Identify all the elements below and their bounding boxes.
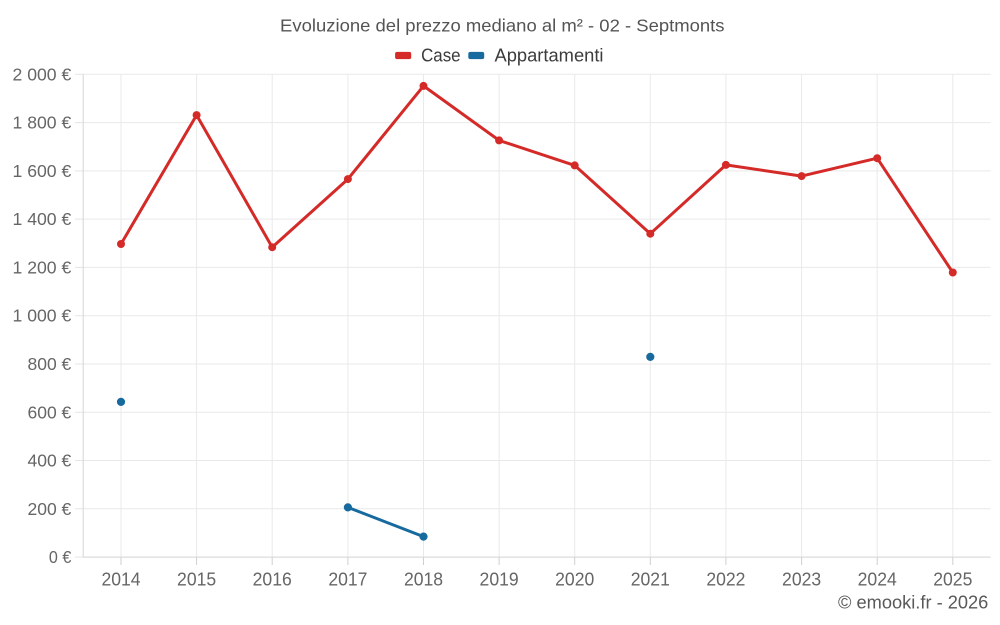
svg-text:1 600 €: 1 600 € (13, 161, 72, 181)
svg-text:2018: 2018 (404, 569, 443, 589)
svg-text:2022: 2022 (706, 569, 745, 589)
svg-text:2020: 2020 (555, 569, 594, 589)
svg-text:1 400 €: 1 400 € (13, 209, 72, 229)
svg-text:2021: 2021 (631, 569, 670, 589)
svg-text:200 €: 200 € (28, 499, 72, 519)
svg-text:0 €: 0 € (49, 547, 72, 567)
svg-text:2023: 2023 (782, 569, 821, 589)
svg-text:1 000 €: 1 000 € (13, 306, 72, 326)
svg-text:© emooki.fr - 2026: © emooki.fr - 2026 (838, 593, 988, 613)
svg-text:2016: 2016 (253, 569, 292, 589)
svg-text:600 €: 600 € (28, 402, 72, 422)
svg-text:2025: 2025 (933, 569, 972, 589)
svg-text:2015: 2015 (177, 569, 216, 589)
svg-text:2017: 2017 (328, 569, 367, 589)
svg-text:Case: Case (421, 45, 461, 65)
svg-text:Appartamenti: Appartamenti (495, 45, 604, 65)
svg-text:Evoluzione del prezzo mediano: Evoluzione del prezzo mediano al m² - 02… (280, 15, 725, 35)
svg-text:1 800 €: 1 800 € (13, 113, 72, 133)
svg-text:2019: 2019 (480, 569, 519, 589)
svg-text:2014: 2014 (101, 569, 140, 589)
svg-text:400 €: 400 € (28, 451, 72, 471)
svg-text:800 €: 800 € (28, 354, 72, 374)
svg-text:1 200 €: 1 200 € (13, 257, 72, 277)
svg-text:2 000 €: 2 000 € (13, 64, 72, 84)
svg-text:2024: 2024 (858, 569, 897, 589)
